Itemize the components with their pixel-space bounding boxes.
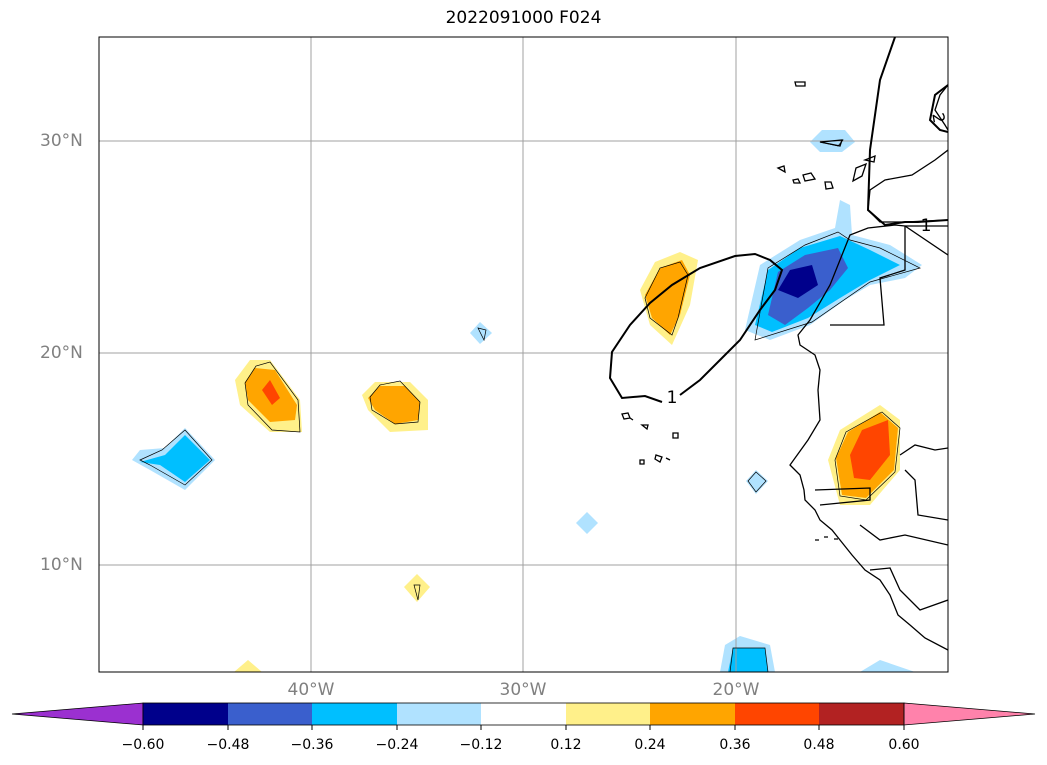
country-border [904, 469, 948, 521]
contour-line [244, 361, 301, 433]
contour-line [644, 261, 689, 336]
contour-1-line [608, 252, 784, 403]
colorbar-segment [143, 703, 228, 725]
lat-label-30n: 30°N [40, 131, 83, 151]
colorbar-tick-label: 0.60 [888, 737, 920, 753]
gridlines [99, 37, 948, 672]
lat-label-10n: 10°N [40, 555, 83, 575]
pos-anomaly-small [404, 574, 430, 602]
contour-line [477, 327, 487, 342]
colorbar-tick-label: −0.12 [459, 737, 503, 753]
contour-1-line [866, 37, 948, 227]
neg-anomaly-small [576, 512, 598, 534]
contour-label: 1 [667, 388, 678, 408]
contour-line [369, 380, 421, 425]
pos-anomaly-core [850, 420, 890, 480]
thin-contours [139, 139, 921, 672]
colorbar-segment [228, 703, 312, 725]
contour-line [413, 584, 421, 601]
colorbar-tick-label: 0.12 [550, 737, 582, 753]
country-border [814, 487, 871, 506]
colorbar-tick-label: −0.60 [121, 737, 165, 753]
africa-coastline [789, 224, 948, 651]
colorbar-segment [566, 703, 650, 725]
iberia-coastline [934, 84, 948, 131]
lon-label-20w: 20°W [712, 680, 760, 700]
map-area: 1 1 2 [99, 37, 948, 672]
colorbar-segment [735, 703, 819, 725]
country-border [869, 567, 948, 611]
colorbar [11, 702, 1036, 730]
colorbar-tick-label: 0.36 [719, 737, 751, 753]
contour-line [747, 471, 767, 493]
pos-anomaly-mid [368, 386, 420, 424]
colorbar-tick-label: −0.36 [290, 737, 334, 753]
neg-anomaly-small [470, 322, 492, 344]
map-title: 2022091000 F024 [445, 8, 602, 28]
morocco-coastline [867, 149, 948, 223]
map-frame [98, 36, 949, 673]
anomaly-shading [132, 130, 922, 672]
colorbar-tick-label: −0.48 [206, 737, 250, 753]
colorbar-tick-label: 0.24 [634, 737, 666, 753]
contour-2-line [928, 84, 948, 133]
neg-anomaly-small [860, 660, 915, 672]
colorbar-segment [312, 703, 397, 725]
contour-line [819, 139, 844, 147]
contour-line [139, 429, 213, 486]
contour-line [834, 411, 901, 501]
contour-line [729, 647, 769, 672]
colorbar-segment [650, 703, 735, 725]
pos-anomaly-core [262, 380, 280, 405]
colorbar-frame [142, 702, 905, 726]
neg-anomaly-mid [140, 435, 210, 482]
lat-label-20n: 20°N [40, 343, 83, 363]
neg-anomaly-core [778, 265, 818, 298]
colorbar-tick-label: 0.48 [803, 737, 835, 753]
country-border [899, 444, 948, 456]
colorbar-extend-low [11, 702, 144, 726]
canary-islands [776, 154, 876, 190]
country-border [830, 226, 906, 326]
coastlines [621, 81, 948, 651]
colorbar-segment [397, 703, 481, 725]
neg-anomaly-small [746, 470, 768, 494]
contour-label: 1 [921, 216, 932, 236]
thick-contours [608, 37, 948, 403]
lon-label-40w: 40°W [287, 680, 335, 700]
contour-line [754, 231, 921, 341]
country-border [859, 524, 948, 546]
lon-label-30w: 30°W [499, 680, 547, 700]
colorbar-segment [481, 703, 566, 725]
cape-verde-islands [621, 412, 679, 465]
contour-label: 2 [928, 111, 948, 124]
bijagos-islands [815, 536, 838, 541]
colorbar-extend-high [903, 702, 1036, 726]
neg-anomaly-small [728, 648, 768, 672]
colorbar-segment [819, 703, 904, 725]
madeira-island [794, 81, 806, 87]
colorbar-tick-label: −0.24 [375, 737, 419, 753]
pos-anomaly-small [234, 660, 262, 672]
